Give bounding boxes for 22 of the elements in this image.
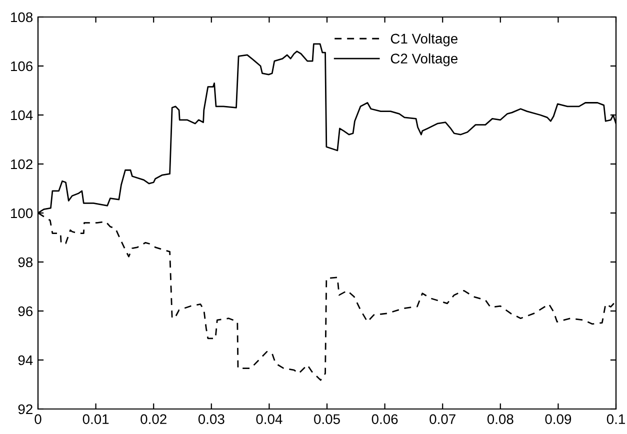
x-tick-label: 0.09 xyxy=(545,414,572,424)
y-tick-label: 92 xyxy=(18,404,32,414)
y-tick-label: 108 xyxy=(11,12,33,22)
y-tick-label: 104 xyxy=(11,110,33,120)
y-tick-label: 106 xyxy=(11,61,33,72)
x-tick-label: 0.1 xyxy=(606,414,625,424)
x-tick-label: 0.05 xyxy=(314,414,340,424)
x-tick-label: 0.02 xyxy=(140,414,166,424)
y-tick-label: 100 xyxy=(11,208,33,218)
x-tick-label: 0.07 xyxy=(430,414,456,424)
x-tick-label: 0.08 xyxy=(487,414,514,424)
x-tick-label: 0.06 xyxy=(372,414,398,424)
y-tick-label: 96 xyxy=(18,306,33,316)
legend-label: C1 Voltage xyxy=(390,33,458,46)
y-tick-label: 94 xyxy=(18,355,33,366)
x-tick-label: 0.04 xyxy=(256,414,282,424)
x-tick-label: 0 xyxy=(34,414,42,424)
legend-label: C2 Voltage xyxy=(390,53,458,66)
y-tick-label: 98 xyxy=(18,257,33,268)
x-tick-label: 0.01 xyxy=(82,414,109,424)
x-tick-label: 0.03 xyxy=(198,414,224,424)
y-tick-label: 102 xyxy=(11,159,32,170)
